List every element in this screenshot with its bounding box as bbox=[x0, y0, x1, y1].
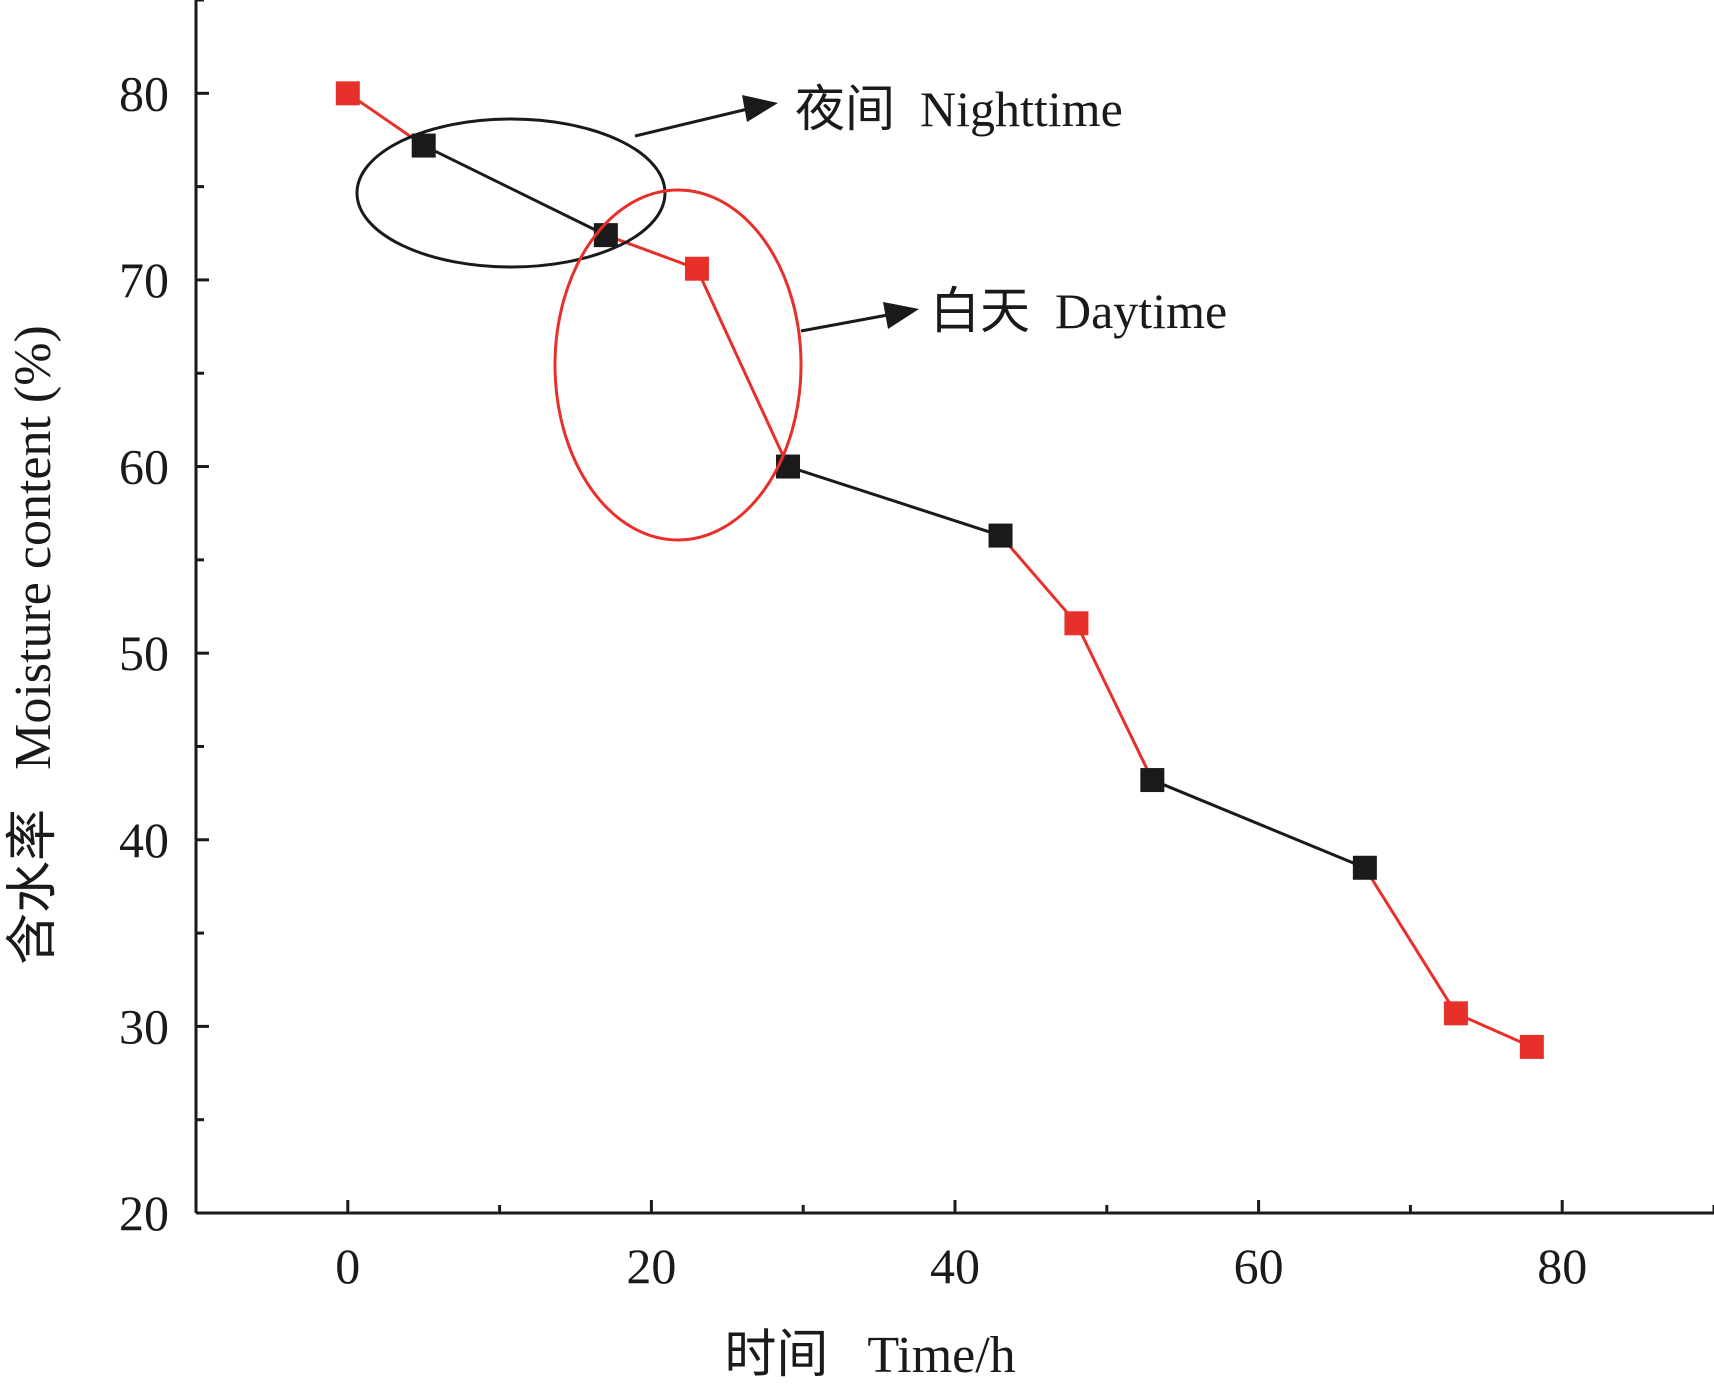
day-data-point bbox=[684, 256, 709, 281]
y-tick-label: 30 bbox=[119, 998, 169, 1054]
annotations: 夜间 Nighttime 白天 Daytime bbox=[355, 81, 1227, 542]
y-tick-label: 80 bbox=[119, 65, 169, 121]
night-data-point bbox=[1140, 768, 1165, 793]
y-tick-label: 70 bbox=[119, 252, 169, 308]
y-axis-label: 含水率 Moisture content (%) bbox=[5, 325, 62, 965]
y-tick-label: 40 bbox=[119, 812, 169, 868]
day-data-point bbox=[335, 81, 360, 106]
x-tick-label: 60 bbox=[1234, 1238, 1284, 1294]
day-line-segment bbox=[1075, 622, 1154, 781]
nighttime-annotation: 夜间 Nighttime bbox=[795, 81, 1123, 137]
x-axis-label: 时间 Time/h bbox=[724, 1327, 1015, 1384]
night-data-point bbox=[593, 223, 618, 248]
axis-ticks bbox=[196, 0, 1714, 1215]
daytime-arrow bbox=[800, 312, 894, 333]
y-tick-label: 60 bbox=[119, 439, 169, 495]
nighttime-arrowhead bbox=[742, 95, 778, 122]
day-line-segment bbox=[605, 233, 698, 271]
night-data-point bbox=[1352, 855, 1377, 880]
night-line-segment bbox=[1151, 778, 1366, 870]
daytime-highlight-ellipse bbox=[553, 188, 803, 542]
nighttime-highlight-ellipse bbox=[355, 117, 667, 269]
day-data-point bbox=[1064, 611, 1089, 636]
night-data-point bbox=[776, 454, 801, 479]
day-line-segment bbox=[695, 268, 790, 468]
data-markers bbox=[335, 81, 1544, 1059]
y-tick-label: 50 bbox=[119, 625, 169, 681]
night-line-segment bbox=[423, 144, 607, 237]
y-tick-label: 20 bbox=[119, 1185, 169, 1241]
axes bbox=[194, 0, 1714, 1215]
nighttime-arrow bbox=[634, 106, 753, 138]
x-tick-label: 20 bbox=[626, 1238, 676, 1294]
day-line-segment bbox=[1455, 1011, 1533, 1049]
x-tick-label: 0 bbox=[335, 1238, 360, 1294]
daytime-arrowhead bbox=[883, 302, 919, 329]
night-data-point bbox=[988, 523, 1013, 548]
data-lines bbox=[346, 92, 1533, 1049]
x-tick-label: 40 bbox=[930, 1238, 980, 1294]
day-data-point bbox=[1519, 1034, 1544, 1059]
day-line-segment bbox=[999, 534, 1078, 625]
day-data-point bbox=[1443, 1001, 1468, 1026]
axis-tick-labels: 0 20 40 60 80 20 30 40 50 60 70 80 bbox=[119, 65, 1587, 1294]
day-line-segment bbox=[1363, 866, 1458, 1015]
night-data-point bbox=[411, 133, 436, 158]
x-tick-label: 80 bbox=[1537, 1238, 1587, 1294]
daytime-annotation: 白天 Daytime bbox=[930, 283, 1227, 339]
night-line-segment bbox=[787, 465, 1002, 538]
